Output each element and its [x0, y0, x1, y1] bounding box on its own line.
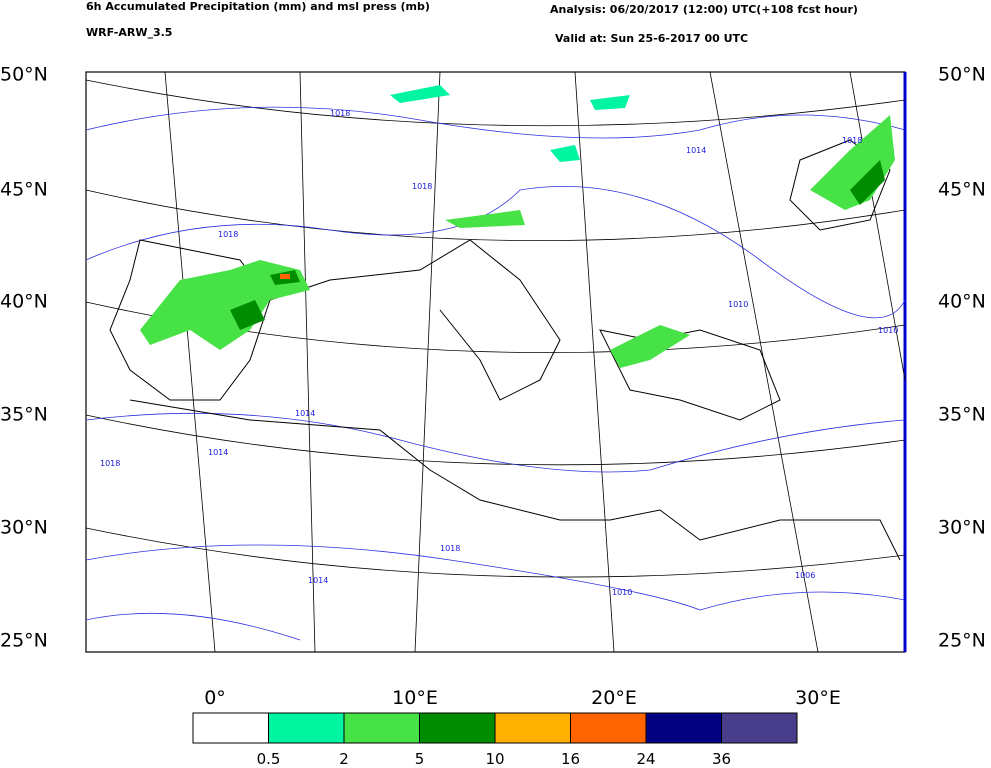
colorbar-label: 24: [636, 750, 655, 768]
colorbar: 0.5 2 5 10 16 24 36: [192, 712, 798, 768]
precip-area: [610, 325, 690, 368]
isobar: [85, 612, 301, 641]
lon-label: 20°E: [591, 687, 637, 709]
analysis-time: Analysis: 06/20/2017 (12:00) UTC(+108 fc…: [550, 3, 858, 16]
precip-area: [230, 300, 265, 330]
isobar-label: 1006: [795, 571, 815, 580]
isobar-label: 1014: [308, 576, 328, 585]
valid-time: Valid at: Sun 25-6-2017 00 UTC: [555, 32, 748, 45]
lat-label-left: 35°N: [0, 404, 48, 426]
isobar-label: 1010: [612, 588, 632, 597]
meridian: [164, 71, 216, 653]
isobar-label: 1018: [100, 459, 120, 468]
precip-area: [590, 95, 630, 110]
meridian: [709, 71, 819, 653]
lat-label-right: 30°N: [938, 517, 986, 539]
colorbar-label: 2: [339, 750, 349, 768]
colorbar-swatch: [268, 712, 345, 744]
precip-area: [140, 260, 310, 350]
map-frame: [85, 71, 906, 653]
colorbar-label: 5: [415, 750, 425, 768]
isobar-label: 1018: [218, 230, 238, 239]
precip-area: [280, 274, 290, 279]
italy-coast: [269, 239, 561, 401]
isobar: [85, 185, 906, 319]
lat-label-left: 45°N: [0, 179, 48, 201]
isobar: [85, 544, 906, 611]
lon-label: 10°E: [392, 687, 438, 709]
parallel: [85, 527, 906, 578]
isobar-label: 1018: [412, 182, 432, 191]
colorbar-label: 10: [485, 750, 504, 768]
precip-area: [390, 85, 450, 103]
lat-label-right: 25°N: [938, 630, 986, 652]
parallel: [85, 414, 906, 466]
map-area: 1018 1018 1018 1014 1018 1010 1010 1014 1018 1014…: [85, 71, 907, 653]
isobar-label: 1014: [295, 409, 315, 418]
lat-label-right: 40°N: [938, 291, 986, 313]
colorbar-swatch: [419, 712, 496, 744]
lat-label-left: 40°N: [0, 291, 48, 313]
isobar-labels: 1018 1018 1018 1014 1018 1010 1010 1014 1018 1014…: [100, 109, 898, 597]
precip-area: [850, 160, 885, 205]
black-sea: [789, 139, 891, 231]
isobars: [85, 106, 906, 641]
lat-label-right: 50°N: [938, 64, 986, 86]
lat-label-right: 35°N: [938, 404, 986, 426]
parallel: [85, 79, 906, 127]
isobar: [85, 106, 906, 139]
precip-area: [445, 210, 525, 228]
isobar: [85, 412, 906, 473]
isobar-label: 1010: [878, 326, 898, 335]
colorbar-swatch: [192, 712, 269, 744]
colorbar-label: 16: [561, 750, 580, 768]
parallel: [85, 189, 906, 242]
colorbar-swatch: [645, 712, 722, 744]
axis-labels: 50°N 50°N 45°N 45°N 40°N 40°N 35°N 35°N 30°N 30°N…: [0, 64, 986, 710]
meridian: [849, 71, 906, 381]
lon-label: 30°E: [795, 687, 841, 709]
lon-label: 0°: [204, 687, 226, 709]
title: 6h Accumulated Precipitation (mm) and ms…: [86, 0, 430, 13]
lat-label-right: 45°N: [938, 179, 986, 201]
meridian: [299, 71, 316, 653]
meridian: [574, 71, 615, 653]
colorbar-label: 36: [712, 750, 731, 768]
precipitation: [140, 85, 895, 368]
colorbar-swatch: [343, 712, 420, 744]
lat-label-left: 25°N: [0, 630, 48, 652]
isobar-label: 1010: [728, 300, 748, 309]
isobar-label: 1014: [686, 146, 706, 155]
isobar-label: 1014: [208, 448, 228, 457]
colorbar-swatch: [721, 712, 798, 744]
isobar-label: 1018: [842, 136, 862, 145]
colorbar-swatch: [570, 712, 647, 744]
africa-coast: [129, 399, 901, 561]
model-name: WRF-ARW_3.5: [86, 26, 172, 39]
colorbar-swatch: [494, 712, 571, 744]
colorbar-label: 0.5: [257, 750, 281, 768]
lat-label-left: 50°N: [0, 64, 48, 86]
isobar-label: 1018: [440, 544, 460, 553]
isobar-label: 1018: [330, 109, 350, 118]
precip-area: [550, 145, 580, 162]
lat-label-left: 30°N: [0, 517, 48, 539]
